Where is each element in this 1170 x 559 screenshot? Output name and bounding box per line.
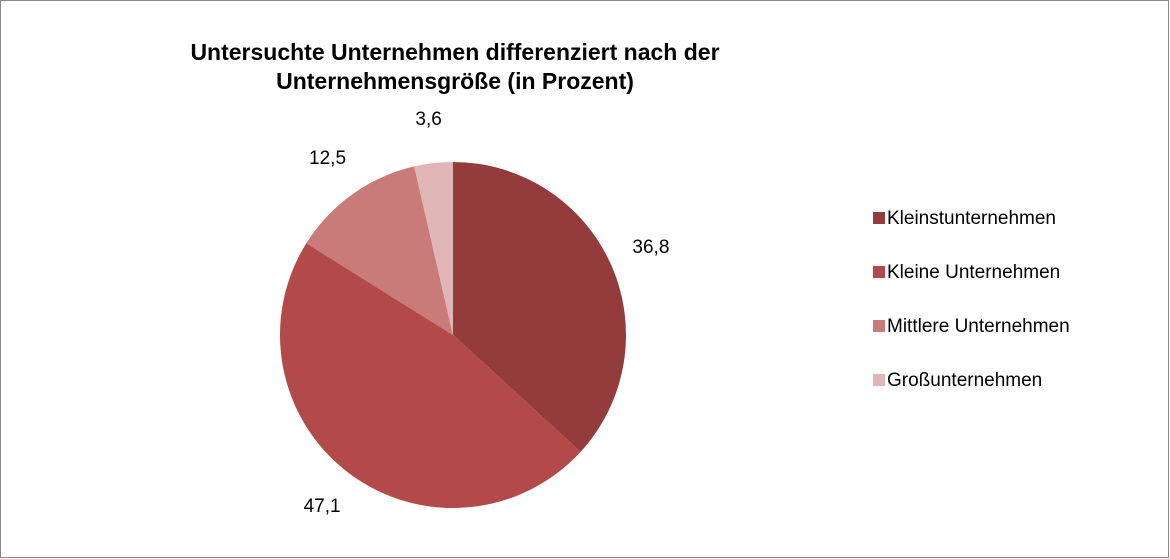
legend-label: Kleine Unternehmen bbox=[887, 262, 1060, 283]
legend-swatch bbox=[873, 320, 885, 332]
pie-slice bbox=[306, 166, 453, 335]
data-label: 36,8 bbox=[632, 237, 669, 258]
pie-slice bbox=[414, 162, 453, 335]
legend-swatch bbox=[873, 374, 885, 386]
chart-title: Untersuchte Unternehmen differenziert na… bbox=[190, 39, 720, 94]
data-label: 47,1 bbox=[304, 496, 341, 517]
legend-swatch bbox=[873, 212, 885, 224]
legend-label: Mittlere Unternehmen bbox=[887, 316, 1070, 337]
data-label: 12,5 bbox=[309, 148, 346, 169]
legend-label: Großunternehmen bbox=[887, 370, 1042, 391]
pie-slice bbox=[279, 243, 581, 509]
legend-swatch bbox=[873, 266, 885, 278]
legend-label: Kleinstunternehmen bbox=[887, 208, 1056, 229]
pie-slice bbox=[453, 162, 626, 452]
data-label: 3,6 bbox=[415, 109, 441, 130]
